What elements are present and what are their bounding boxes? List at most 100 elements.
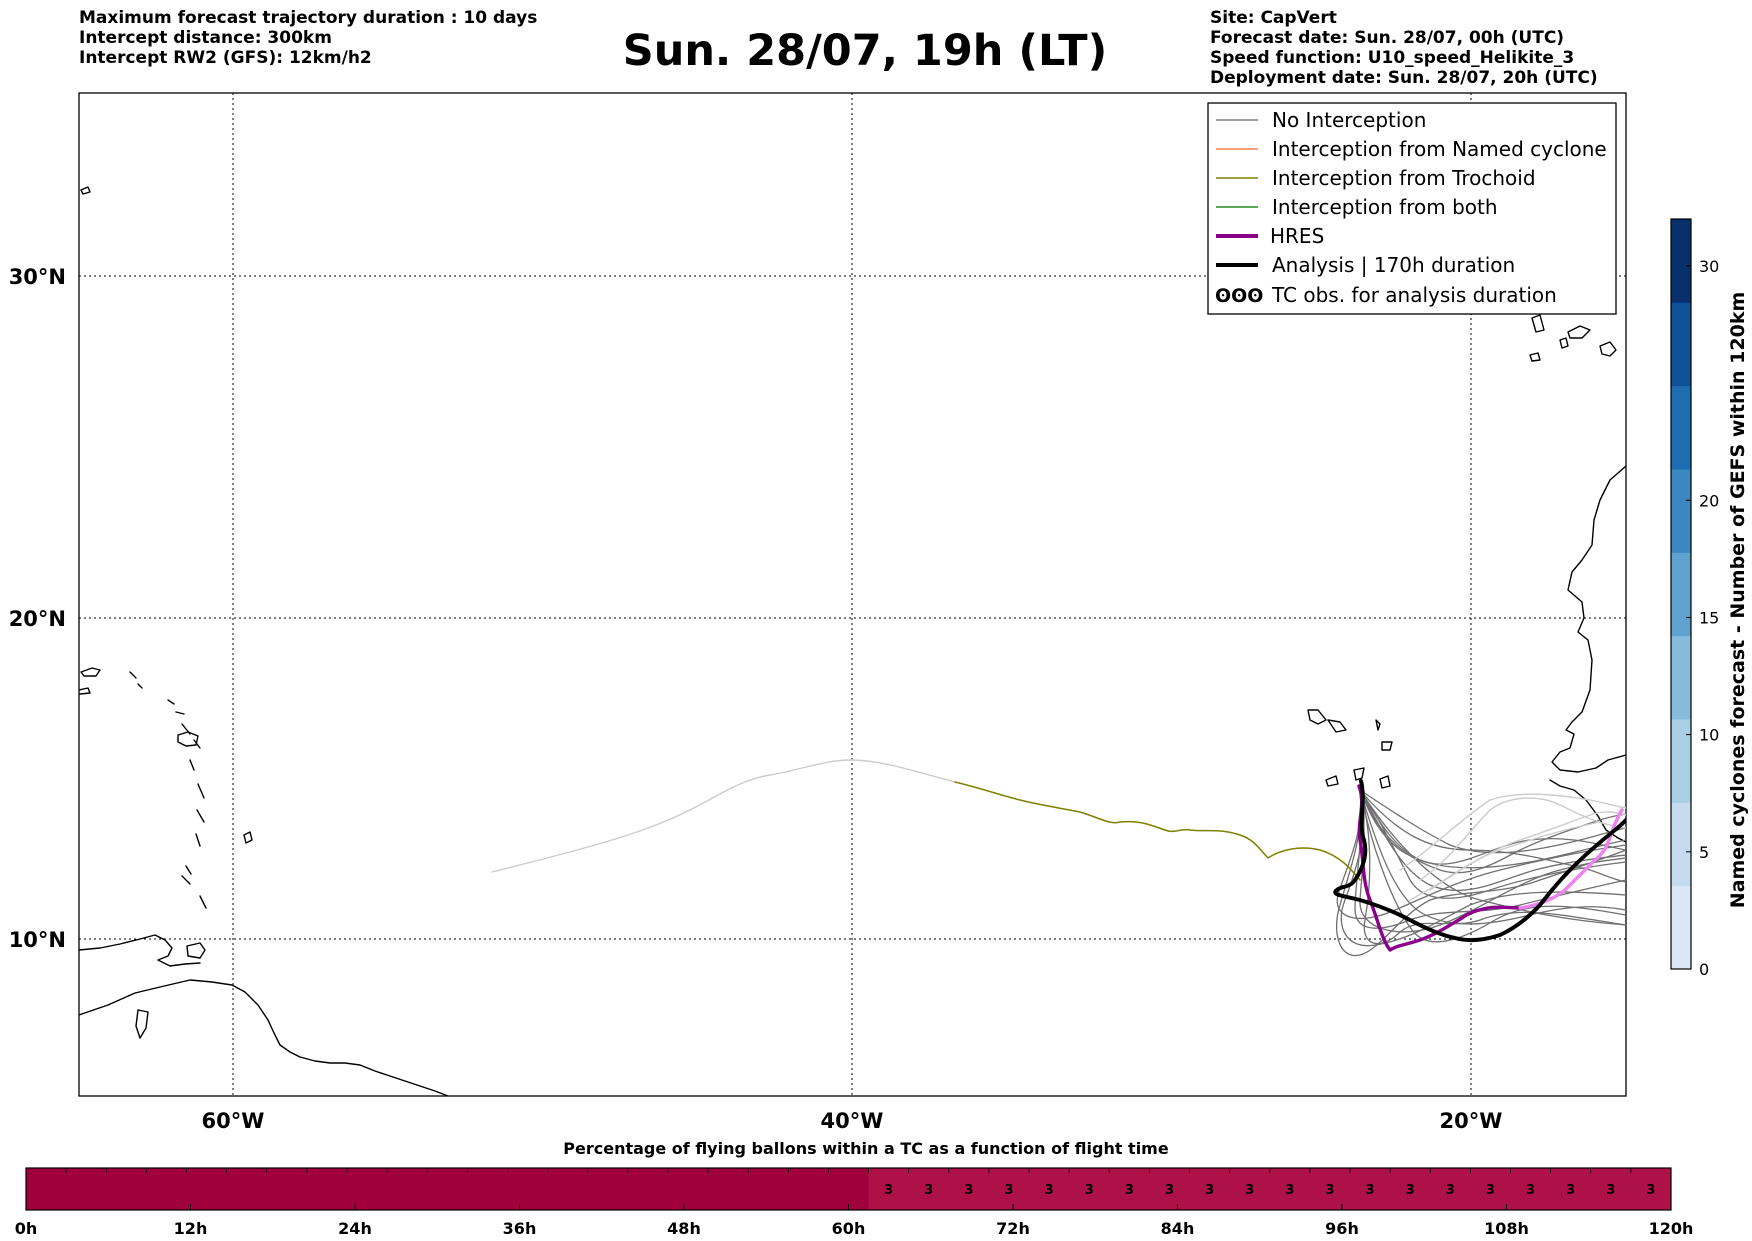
intercept-rw2-text: Intercept RW2 (GFS): 12km/h2	[79, 48, 372, 68]
island-guadeloupe	[177, 731, 199, 747]
coast-northwest-africa	[1551, 465, 1626, 773]
tick-lat-10n: 10°N	[9, 928, 66, 952]
timeline-value: 3	[1566, 1183, 1575, 1198]
timeline-cell	[1109, 1168, 1150, 1210]
timeline-value: 3	[1085, 1183, 1094, 1198]
colorbar-tick-label: 10	[1699, 726, 1719, 745]
timeline-value: 3	[1245, 1183, 1254, 1198]
coast-venezuela-north	[79, 934, 201, 967]
colorbar-segment	[1671, 302, 1691, 387]
timeline-tick-label: 48h	[667, 1219, 701, 1238]
timeline-cell	[988, 1168, 1030, 1210]
timeline-cell	[748, 1168, 789, 1210]
header-right-info: Site: CapVert Forecast date: Sun. 28/07,…	[1210, 8, 1598, 88]
timeline-cell	[106, 1168, 147, 1210]
site-text: Site: CapVert	[1210, 8, 1337, 28]
ensemble-track-light	[1409, 821, 1601, 901]
timeline-cell	[346, 1168, 388, 1210]
timeline-cell	[427, 1168, 468, 1210]
timeline-value: 3	[924, 1183, 933, 1198]
legend-box	[1207, 102, 1617, 315]
island-trinidad	[186, 942, 206, 959]
timeline-value: 3	[1486, 1183, 1495, 1198]
timeline-tick-label: 60h	[832, 1219, 866, 1238]
timeline-value: 3	[1285, 1183, 1294, 1198]
colorbar-segment	[1671, 552, 1691, 637]
colorbar-segment	[1671, 219, 1691, 303]
timeline-tick-label: 24h	[338, 1219, 372, 1238]
timeline-cell	[306, 1168, 348, 1210]
timeline-value: 3	[1406, 1183, 1415, 1198]
timeline-cell	[1430, 1168, 1471, 1210]
timeline-title: Percentage of flying ballons within a TC…	[563, 1139, 1169, 1158]
tick-lon-20w: 20°W	[1440, 1109, 1503, 1133]
timeline-cell	[467, 1168, 508, 1210]
timeline-value: 3	[1646, 1183, 1655, 1198]
ensemble-track	[1359, 789, 1626, 865]
colorbar-label: Named cyclones forecast - Number of GEFS…	[1727, 292, 1749, 909]
legend-symbol-tc-obs: ʘʘʘ	[1215, 285, 1263, 307]
timeline-cell	[627, 1168, 669, 1210]
forecast-date-text: Forecast date: Sun. 28/07, 00h (UTC)	[1210, 28, 1565, 48]
coastlines	[79, 186, 1626, 1096]
island-barbados	[243, 831, 253, 844]
canary-islands	[1529, 314, 1617, 362]
timeline-cell	[1309, 1168, 1351, 1210]
header-left-info: Maximum forecast trajectory duration : 1…	[79, 8, 537, 68]
timeline-cell	[587, 1168, 629, 1210]
timeline-cell	[387, 1168, 428, 1210]
timeline-cell	[1470, 1168, 1511, 1210]
max-duration-text: Maximum forecast trajectory duration : 1…	[79, 8, 538, 28]
lesser-antilles	[129, 671, 207, 909]
ensemble-track	[1359, 789, 1626, 883]
ensemble-track	[1359, 789, 1626, 925]
colorbar-tick-label: 20	[1699, 491, 1719, 510]
timeline-value: 3	[1366, 1183, 1375, 1198]
timeline-tick-label: 12h	[174, 1219, 208, 1238]
timeline-cell	[1229, 1168, 1271, 1210]
coast-west-africa-south	[1549, 779, 1626, 843]
page-title: Sun. 28/07, 19h (LT)	[622, 26, 1108, 76]
timeline-cell	[1390, 1168, 1431, 1210]
flight-time-timeline: Percentage of flying ballons within a TC…	[15, 1139, 1694, 1238]
timeline-value: 3	[1004, 1183, 1013, 1198]
timeline-value: 3	[1045, 1183, 1054, 1198]
timeline-cell	[146, 1168, 187, 1210]
timeline-cell	[1149, 1168, 1190, 1210]
track-trochoid-interception	[954, 781, 1361, 881]
colorbar-segment	[1671, 385, 1691, 470]
timeline-tick-label: 120h	[1649, 1219, 1694, 1238]
timeline-cell	[708, 1168, 749, 1210]
track-analysis	[1333, 779, 1626, 943]
timeline-cell	[828, 1168, 869, 1210]
timeline-value: 3	[1125, 1183, 1134, 1198]
legend-label-hres: HRES	[1270, 224, 1324, 248]
timeline-cell	[1269, 1168, 1311, 1210]
colorbar-segment	[1671, 469, 1691, 553]
timeline-value: 3	[1165, 1183, 1174, 1198]
timeline-cell	[788, 1168, 829, 1210]
timeline-tick-label: 0h	[15, 1219, 38, 1238]
graticule	[79, 93, 1626, 1096]
ensemble-track	[1359, 789, 1626, 869]
timeline-value: 3	[964, 1183, 973, 1198]
island-tobago	[135, 1009, 149, 1039]
timeline-cell	[1029, 1168, 1070, 1210]
legend-label-named-cyclone: Interception from Named cyclone	[1272, 137, 1607, 161]
track-hres-extension	[1518, 808, 1624, 910]
deployment-date-text: Deployment date: Sun. 28/07, 20h (UTC)	[1210, 68, 1598, 88]
timeline-cell	[266, 1168, 308, 1210]
tick-lat-20n: 20°N	[9, 607, 66, 631]
colorbar-tick-label: 30	[1699, 257, 1719, 276]
timeline-value: 3	[1446, 1183, 1455, 1198]
colorbar: 0 5 10 15 20 30 Named cyclones forecast - Num…	[1670, 218, 1749, 979]
timeline-cell	[26, 1168, 67, 1210]
colorbar-tick-label: 15	[1699, 608, 1719, 627]
legend-label-tc-obs: TC obs. for analysis duration	[1271, 283, 1557, 307]
timeline-ticks: 0h 12h 24h 36h 48h 60h 72h 84h 96h 108h 120h	[15, 1204, 1694, 1238]
speed-function-text: Speed function: U10_speed_Helikite_3	[1210, 48, 1575, 68]
track-hres	[1357, 784, 1522, 952]
timeline-cell	[226, 1168, 268, 1210]
timeline-cell	[507, 1168, 548, 1210]
